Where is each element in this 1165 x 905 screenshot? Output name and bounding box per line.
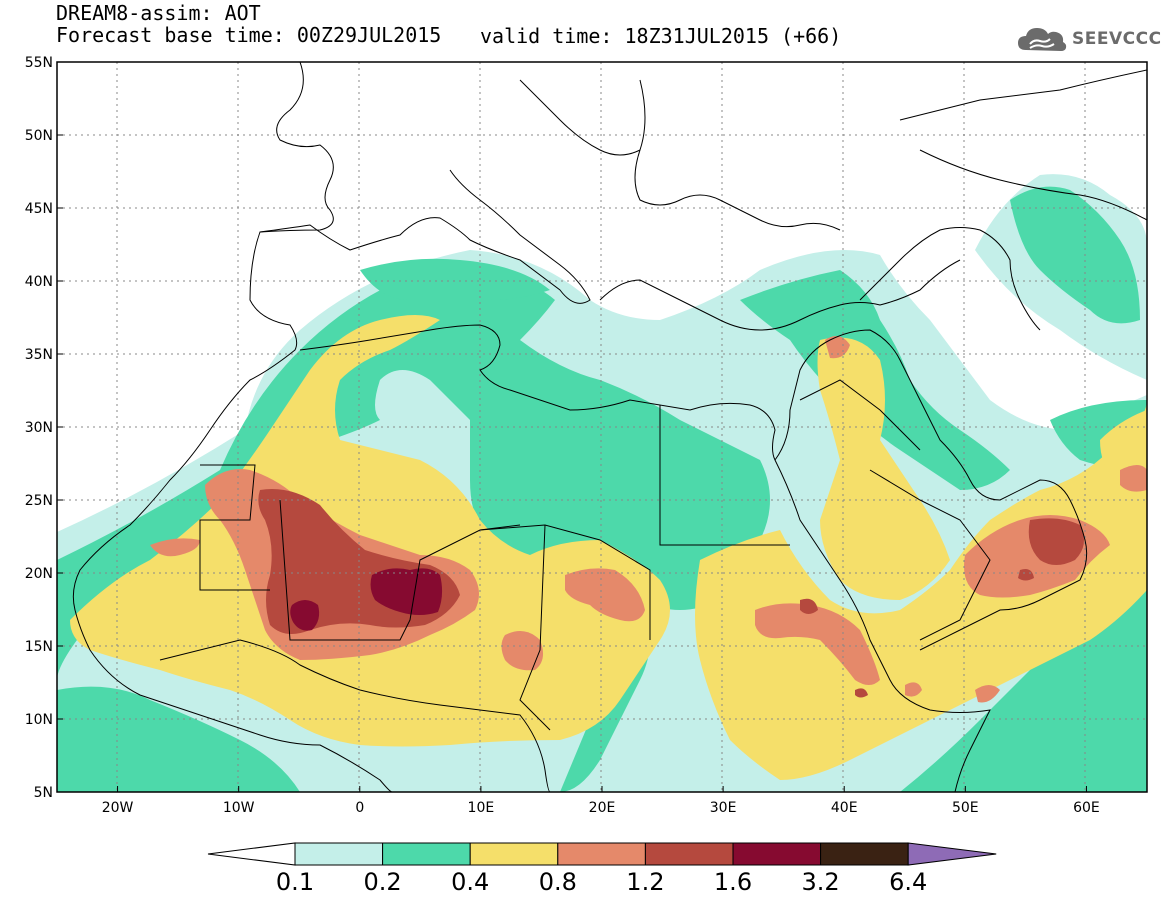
colorbar-over-triangle [907,842,997,866]
logo-text: SEEVCCC [1072,29,1162,49]
y-tick-label: 50N [25,128,53,144]
colorbar-swatch [732,842,822,866]
colorbar-level-label: 3.2 [801,868,840,896]
y-tick-label: 15N [25,639,53,655]
x-tick-label: 10E [468,800,495,816]
coastlines [72,62,1147,792]
y-tick-label: 20N [25,566,53,582]
x-tick-label: 30E [710,800,737,816]
x-tick-label: 20W [102,800,134,816]
y-tick-label: 10N [25,712,53,728]
valid-time: valid time: 18Z31JUL2015 (+66) [480,24,842,48]
product-title: DREAM8-assim: AOT [56,1,261,25]
map-title: DREAM8-assim: AOT Forecast base time: 00… [56,2,441,46]
y-tick-label: 45N [25,201,53,217]
y-tick-label: 55N [25,55,53,71]
y-tick-label: 35N [25,347,53,363]
colorbar-level-label: 0.1 [275,868,315,896]
colorbar-level-label: 0.8 [538,868,577,896]
colorbar-swatch [820,842,909,866]
colorbar-level-label: 1.6 [713,868,753,896]
colorbar-level-label: 0.4 [451,868,490,896]
x-tick-label: 50E [952,800,979,816]
y-tick-label: 30N [25,420,53,436]
x-tick-label: 10W [223,800,255,816]
colorbar-labels: 0.1 0.2 0.4 0.8 1.2 1.6 3.2 6.4 [0,868,1165,898]
x-tick-label: 60E [1073,800,1100,816]
y-tick-label: 25N [25,493,53,509]
axis-ticks: 20W 10W 0 10E 20E 30E 40E 50E 60E 55N 50N 45N 40N 35N… [25,55,1100,816]
y-tick-label: 40N [25,274,53,290]
colorbar-swatch [382,842,471,866]
colorbar-swatch [644,842,734,866]
colorbar-swatch [557,842,646,866]
colorbar-under-triangle [207,842,296,866]
aot-level-1.6 [290,568,443,631]
x-tick-label: 20E [589,800,616,816]
y-tick-label: 5N [34,785,53,801]
colorbar-swatch [294,842,384,866]
cloud-icon [1018,28,1067,51]
colorbar [207,842,997,866]
forecast-base-time: Forecast base time: 00Z29JUL2015 [56,23,442,47]
x-tick-label: 0 [355,800,364,816]
x-tick-label: 40E [831,800,858,816]
seevccc-logo: SEEVCCC [1016,22,1162,56]
colorbar-swatch [469,842,559,866]
colorbar-level-label: 0.2 [363,868,402,896]
graticule [57,62,1147,792]
colorbar-level-label: 1.2 [626,868,665,896]
aot-field [57,62,1147,792]
colorbar-level-label: 6.4 [889,868,928,896]
